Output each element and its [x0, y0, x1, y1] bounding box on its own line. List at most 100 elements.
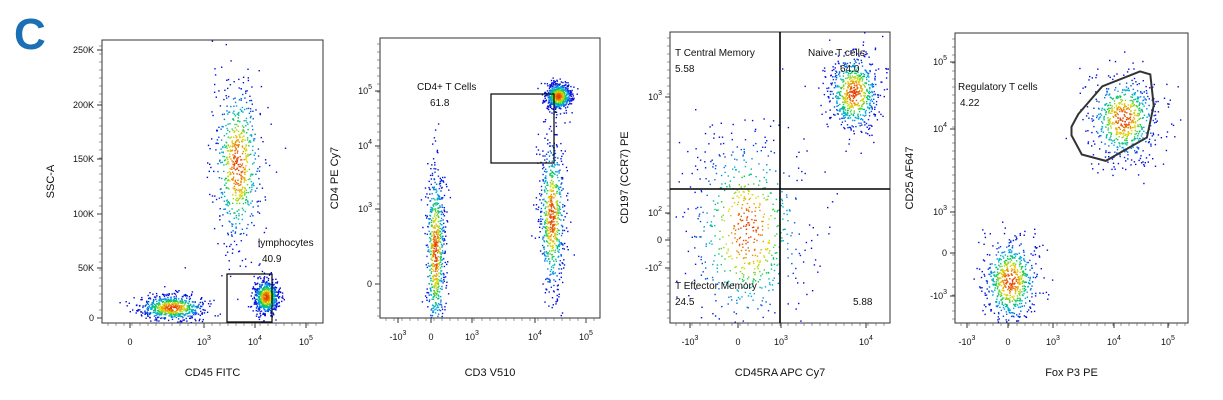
event-dot [257, 308, 260, 310]
event-dot [550, 209, 553, 211]
event-dot [549, 274, 551, 276]
event-dot [559, 90, 561, 92]
event-dot [556, 192, 558, 195]
event-dot [554, 272, 556, 274]
event-dot [252, 206, 254, 208]
event-dot [852, 65, 854, 67]
event-dot [569, 92, 571, 94]
event-dot [556, 95, 559, 98]
event-dot [441, 244, 443, 247]
event-dot [437, 255, 439, 258]
event-dot [434, 213, 436, 215]
event-dot [281, 295, 284, 297]
event-dot [855, 76, 857, 78]
event-dot [427, 163, 429, 165]
event-dot [557, 176, 559, 179]
event-dot [156, 300, 158, 302]
event-dot [547, 232, 549, 235]
event-dot [226, 251, 229, 253]
event-dot [435, 267, 437, 269]
event-dot [549, 229, 551, 231]
event-dot [550, 220, 552, 223]
event-dot [853, 82, 855, 85]
event-dot [436, 349, 437, 350]
event-dot [766, 171, 768, 174]
event-dot [165, 301, 167, 303]
event-dot [175, 313, 177, 315]
event-dot [263, 308, 265, 310]
event-dot [241, 164, 243, 167]
x-tick-base: 10 [465, 332, 475, 342]
event-dot [233, 188, 235, 190]
event-dot [826, 87, 828, 90]
x-tick-exp: 5 [589, 330, 593, 337]
event-dot [560, 254, 562, 256]
event-dot [140, 311, 142, 313]
event-dot [546, 190, 549, 192]
event-dot [165, 314, 167, 316]
event-dot [180, 307, 183, 310]
event-dot [562, 100, 565, 102]
event-dot [435, 327, 436, 328]
event-dot [254, 290, 257, 293]
event-dot [836, 109, 838, 111]
event-dot [552, 290, 555, 292]
event-dot [245, 92, 247, 94]
event-dot [847, 92, 850, 94]
event-dot [553, 229, 555, 231]
event-dot [874, 115, 876, 117]
event-dot [432, 311, 434, 314]
event-dot [140, 299, 142, 301]
event-dot [234, 130, 236, 132]
event-dot [882, 35, 884, 38]
event-dot [859, 77, 861, 80]
event-dot [544, 121, 546, 123]
event-dot [851, 77, 853, 79]
event-dot [272, 312, 275, 314]
event-dot [428, 265, 430, 267]
event-dot [430, 247, 432, 249]
event-dot [233, 113, 236, 115]
event-dot [432, 255, 435, 257]
event-dot [444, 261, 446, 264]
event-dot [559, 104, 562, 106]
event-dots [675, 32, 889, 323]
event-dot [226, 127, 228, 130]
event-dot [129, 311, 131, 313]
event-dot [430, 271, 433, 273]
event-dot [180, 313, 182, 315]
event-dot [861, 131, 863, 133]
event-dot [563, 205, 566, 207]
event-dot [850, 86, 852, 88]
event-dot [153, 296, 156, 298]
event-dot [173, 300, 176, 302]
event-dot [447, 293, 450, 295]
event-dot [220, 128, 222, 130]
event-dot [826, 123, 828, 125]
event-dot [548, 101, 550, 103]
event-dot [564, 107, 567, 109]
event-dot [548, 221, 551, 223]
event-dot [241, 176, 244, 178]
event-dot [439, 246, 441, 249]
event-dot [867, 72, 869, 74]
event-dot [558, 296, 560, 298]
event-dot [559, 91, 561, 93]
event-dot [771, 284, 774, 286]
event-dot [548, 160, 551, 162]
event-dot [272, 284, 275, 286]
event-dot [546, 357, 547, 358]
event-dot [435, 285, 437, 287]
event-dot [439, 327, 440, 328]
event-dot [254, 133, 256, 136]
event-dot [438, 251, 441, 254]
event-dot [241, 198, 243, 200]
event-dot [201, 320, 204, 323]
event-dot [159, 309, 161, 311]
event-dot [556, 100, 558, 102]
event-dot [260, 299, 262, 301]
event-dot [549, 198, 551, 200]
event-dot [723, 189, 726, 192]
event-dot [546, 92, 548, 95]
event-dot [270, 307, 272, 310]
